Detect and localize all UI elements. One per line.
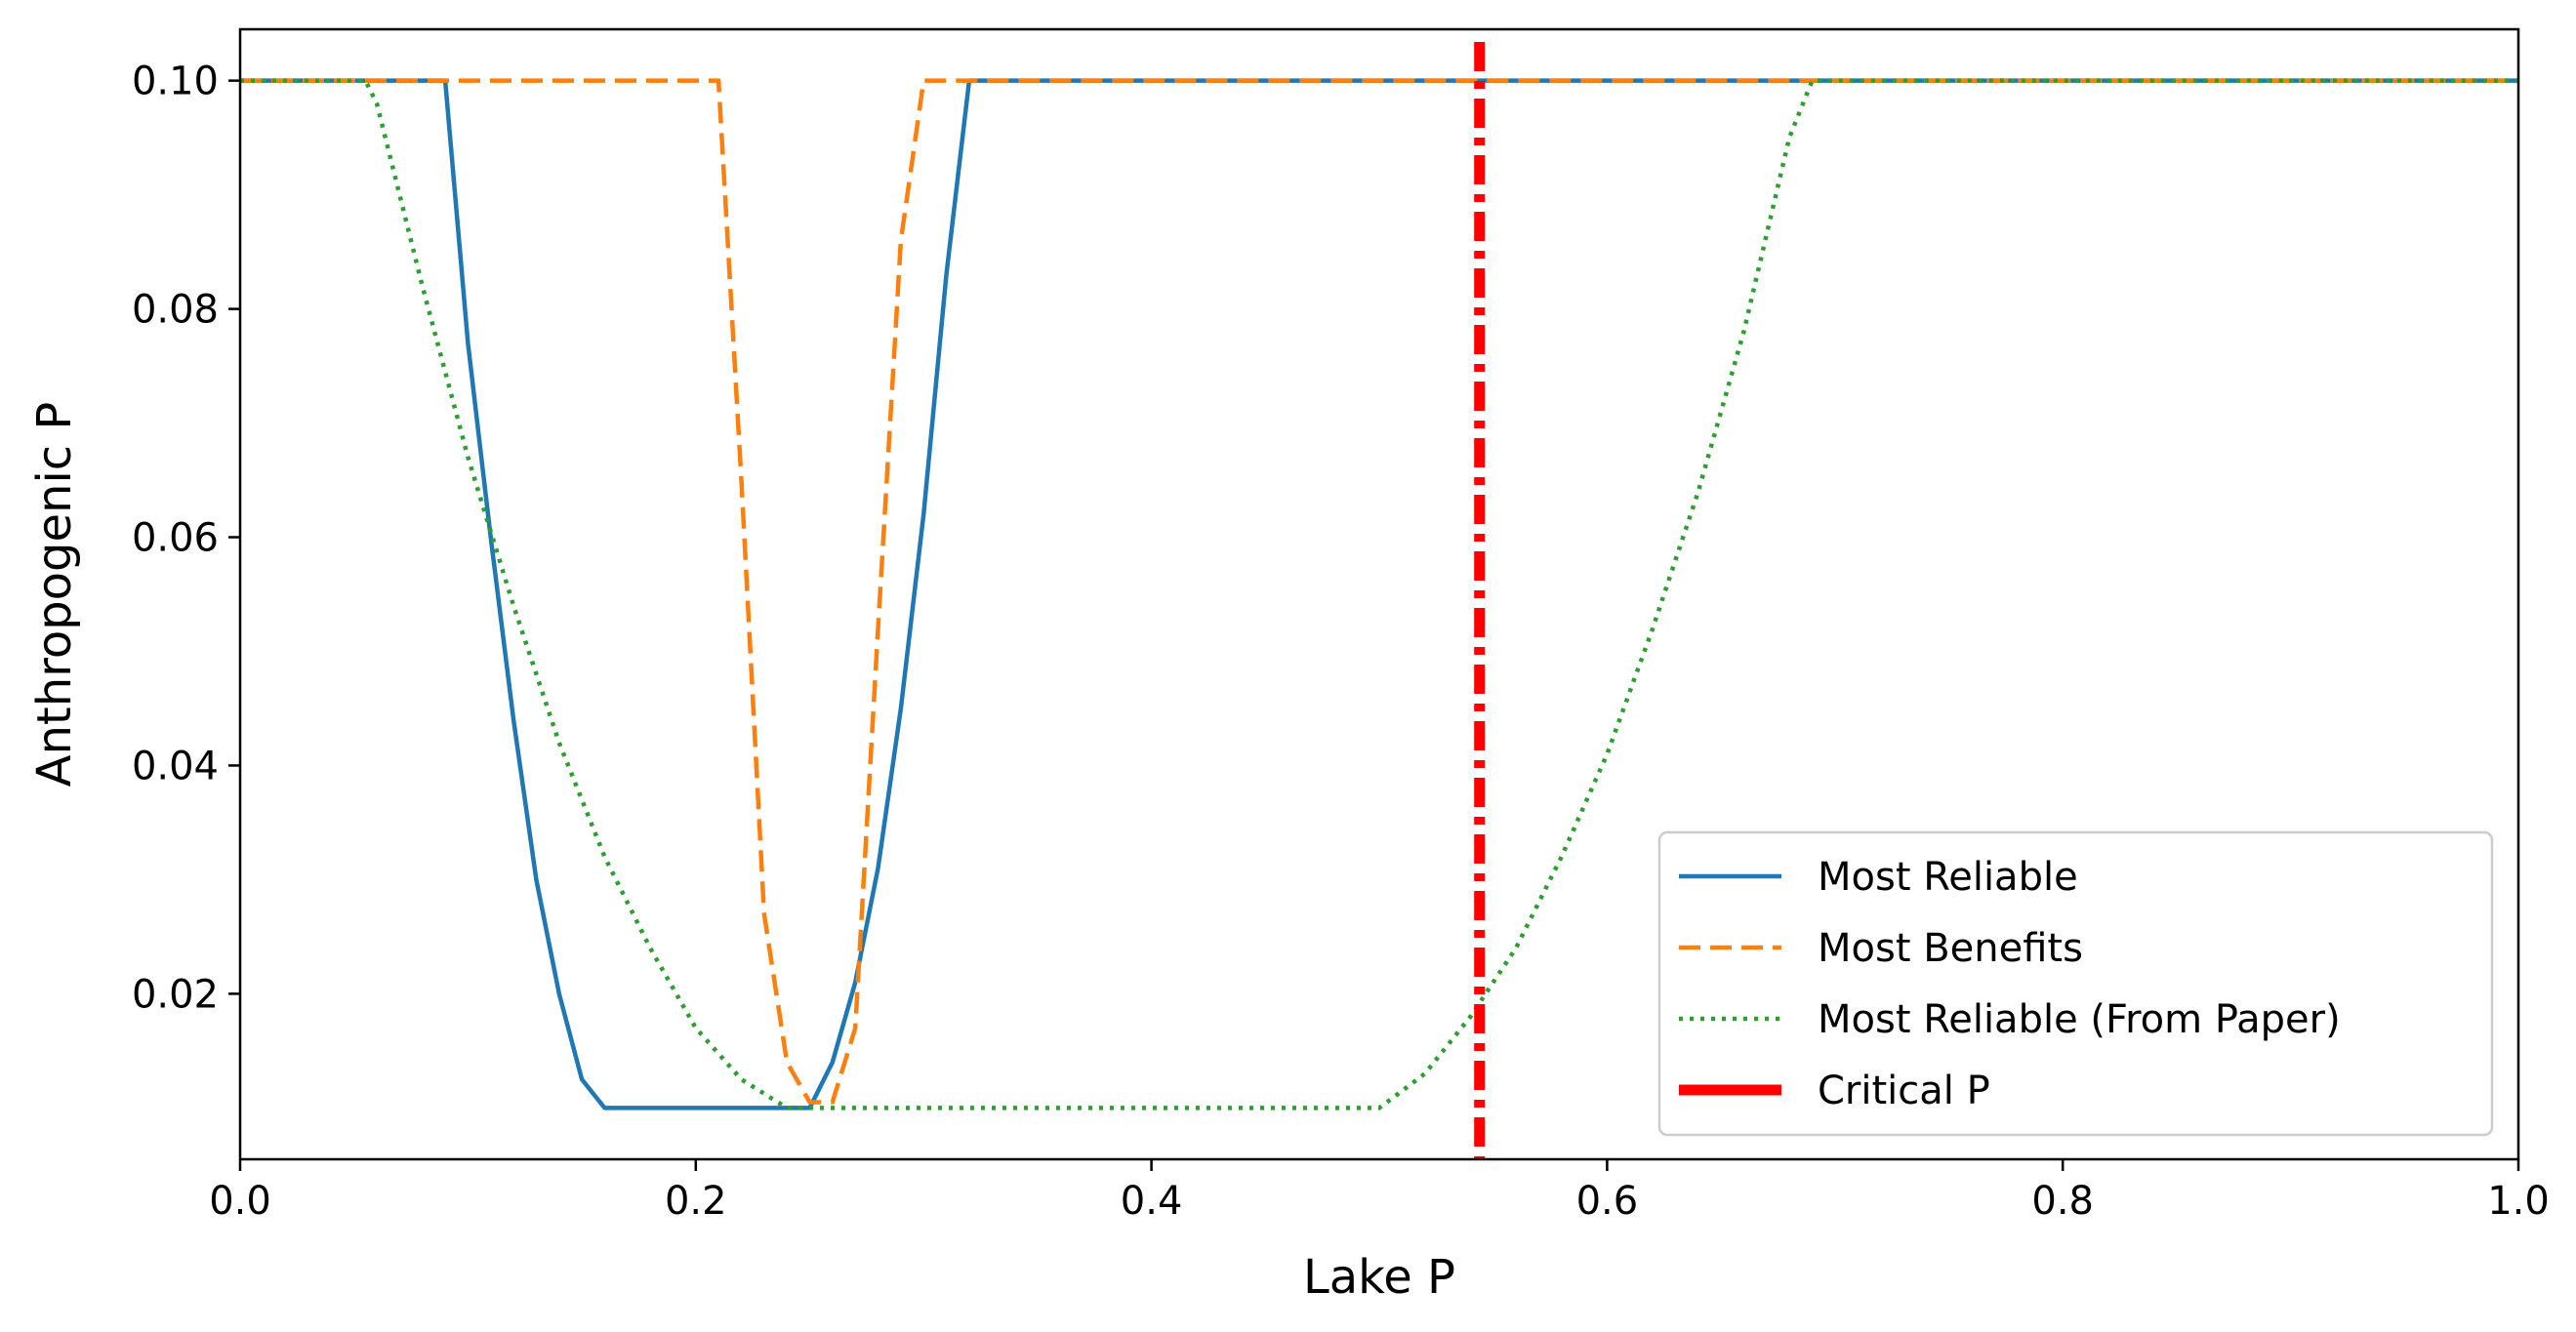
x-axis: 0.0 0.2 0.4 0.6 0.8 1.0: [209, 1159, 2550, 1224]
x-tick-label: 1.0: [2487, 1179, 2550, 1224]
legend-label: Most Benefits: [1818, 926, 2083, 971]
x-tick-label: 0.2: [665, 1179, 727, 1224]
x-tick-label: 0.6: [1576, 1179, 1639, 1224]
legend: Most Reliable Most Benefits Most Reliable …: [1657, 830, 2494, 1137]
x-tick-label: 0.4: [1121, 1179, 1183, 1224]
y-tick-label: 0.08: [132, 288, 219, 333]
legend-label: Most Reliable (From Paper): [1818, 997, 2341, 1042]
series-line-2: [240, 78, 2518, 1105]
y-axis: 0.02 0.04 0.06 0.08 0.10: [132, 60, 240, 1017]
x-tick-label: 0.0: [209, 1179, 271, 1224]
y-tick-label: 0.02: [132, 972, 219, 1017]
legend-box: [1657, 830, 2494, 1137]
y-tick-label: 0.06: [132, 516, 219, 561]
y-tick-label: 0.04: [132, 744, 219, 788]
y-tick-label: 0.10: [132, 60, 219, 104]
series-line-3: [240, 78, 2518, 1110]
plot-frame: [238, 27, 2520, 1161]
legend-label: Critical P: [1818, 1069, 1990, 1113]
y-axis-label: Anthropogenic P: [27, 402, 82, 787]
x-tick-label: 0.8: [2031, 1179, 2094, 1224]
series-layer: [240, 42, 2518, 1159]
x-axis-label: Lake P: [1303, 1250, 1455, 1305]
series-line-1: [240, 78, 2518, 1110]
legend-label: Most Reliable: [1818, 855, 2078, 900]
